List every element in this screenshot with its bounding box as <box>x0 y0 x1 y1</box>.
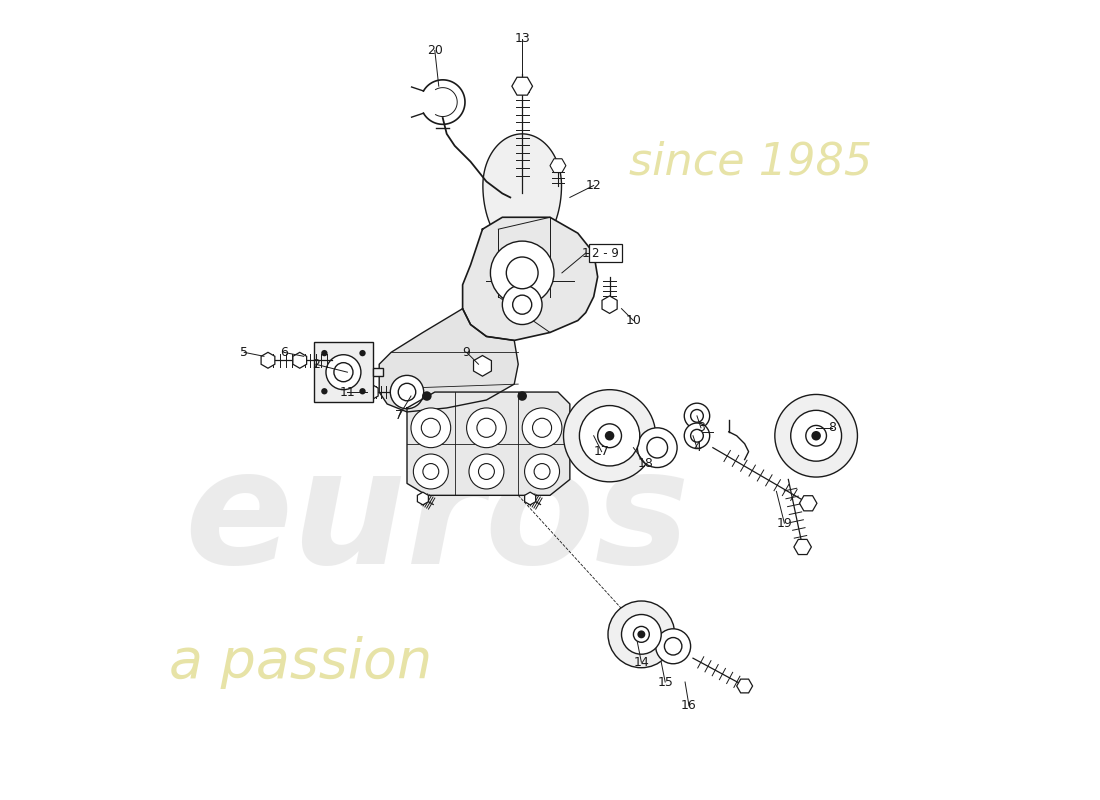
Circle shape <box>812 431 821 441</box>
Circle shape <box>563 390 656 482</box>
Circle shape <box>605 431 614 441</box>
Circle shape <box>477 418 496 438</box>
Circle shape <box>411 408 451 448</box>
Circle shape <box>421 418 440 438</box>
Circle shape <box>517 391 527 401</box>
Circle shape <box>525 454 560 489</box>
Polygon shape <box>800 496 817 511</box>
Text: since 1985: since 1985 <box>629 140 872 183</box>
Circle shape <box>806 426 826 446</box>
Text: 1: 1 <box>582 246 590 259</box>
Text: euros: euros <box>185 442 691 597</box>
Polygon shape <box>512 78 532 95</box>
Circle shape <box>491 241 554 305</box>
Circle shape <box>691 410 703 422</box>
Polygon shape <box>261 352 275 368</box>
Circle shape <box>321 350 328 356</box>
Polygon shape <box>525 492 536 505</box>
Text: a passion: a passion <box>168 636 432 689</box>
Polygon shape <box>463 218 597 341</box>
Text: 4: 4 <box>693 441 701 454</box>
Circle shape <box>422 391 431 401</box>
Circle shape <box>513 295 531 314</box>
Circle shape <box>582 408 637 463</box>
Polygon shape <box>373 368 383 376</box>
Polygon shape <box>483 134 561 253</box>
Text: 5: 5 <box>240 346 249 359</box>
Polygon shape <box>602 296 617 314</box>
Polygon shape <box>364 384 378 400</box>
Circle shape <box>664 638 682 655</box>
Circle shape <box>621 614 661 654</box>
Text: 15: 15 <box>658 675 673 689</box>
Text: 8: 8 <box>828 422 836 434</box>
Text: 19: 19 <box>777 517 792 530</box>
Circle shape <box>326 354 361 390</box>
Polygon shape <box>407 392 570 495</box>
Circle shape <box>774 394 858 477</box>
Circle shape <box>414 454 449 489</box>
Circle shape <box>608 601 674 668</box>
Text: 14: 14 <box>634 656 649 669</box>
Circle shape <box>422 463 439 479</box>
Circle shape <box>321 388 328 394</box>
Text: 9: 9 <box>463 346 471 359</box>
Circle shape <box>506 257 538 289</box>
Polygon shape <box>417 492 428 505</box>
Circle shape <box>532 418 551 438</box>
Polygon shape <box>737 679 752 693</box>
Polygon shape <box>293 352 307 368</box>
Text: 3: 3 <box>697 422 705 434</box>
Text: 17: 17 <box>594 445 609 458</box>
Circle shape <box>503 285 542 325</box>
Circle shape <box>634 626 649 642</box>
Circle shape <box>390 375 424 409</box>
Circle shape <box>637 428 678 467</box>
Circle shape <box>691 430 703 442</box>
Polygon shape <box>794 539 812 554</box>
Text: 2: 2 <box>311 358 320 370</box>
Circle shape <box>535 463 550 479</box>
Text: 20: 20 <box>427 44 442 57</box>
Circle shape <box>469 454 504 489</box>
Circle shape <box>794 414 838 458</box>
Circle shape <box>624 617 659 652</box>
Polygon shape <box>473 355 492 376</box>
Text: 13: 13 <box>515 32 530 45</box>
Circle shape <box>360 350 365 356</box>
Circle shape <box>580 406 640 466</box>
FancyBboxPatch shape <box>314 342 373 402</box>
Text: 10: 10 <box>626 314 641 327</box>
Circle shape <box>656 629 691 664</box>
Circle shape <box>684 403 710 429</box>
Text: 6: 6 <box>279 346 288 359</box>
Circle shape <box>360 388 365 394</box>
Circle shape <box>637 630 646 638</box>
Text: 11: 11 <box>340 386 355 398</box>
Circle shape <box>334 362 353 382</box>
Circle shape <box>791 410 842 461</box>
Text: 16: 16 <box>681 699 697 712</box>
Circle shape <box>647 438 668 458</box>
Text: 18: 18 <box>637 457 653 470</box>
Circle shape <box>398 383 416 401</box>
Circle shape <box>597 424 622 448</box>
Polygon shape <box>379 309 518 412</box>
Text: 7: 7 <box>395 410 403 422</box>
Text: 2 - 9: 2 - 9 <box>592 246 619 259</box>
Circle shape <box>522 408 562 448</box>
Circle shape <box>478 463 494 479</box>
Text: 12: 12 <box>586 179 602 192</box>
Circle shape <box>684 423 710 449</box>
Circle shape <box>466 408 506 448</box>
Polygon shape <box>550 158 565 173</box>
